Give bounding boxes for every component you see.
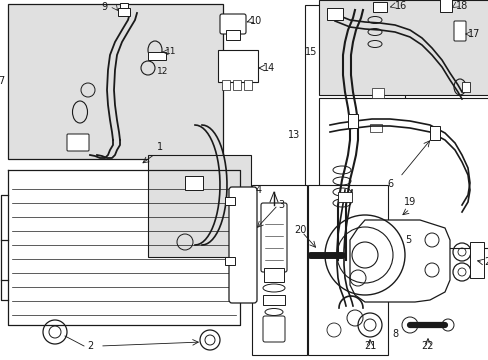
Text: 4: 4: [256, 185, 262, 195]
Text: 15: 15: [304, 47, 316, 57]
Bar: [232, 80, 241, 90]
Bar: [318, 0, 488, 95]
Bar: [439, 0, 451, 12]
Text: 14: 14: [263, 63, 275, 73]
FancyBboxPatch shape: [261, 203, 286, 272]
Bar: [8, 4, 223, 159]
Bar: [469, 242, 483, 278]
Bar: [263, 295, 285, 305]
Bar: [251, 185, 306, 355]
Bar: [326, 8, 342, 20]
FancyBboxPatch shape: [67, 134, 89, 151]
Text: 13: 13: [287, 130, 299, 140]
Text: 1: 1: [157, 142, 163, 152]
Text: 16: 16: [394, 1, 407, 11]
Bar: [118, 8, 130, 16]
Text: 7: 7: [0, 77, 4, 86]
Bar: [148, 52, 165, 60]
FancyBboxPatch shape: [228, 187, 257, 303]
Bar: [120, 3, 128, 8]
Text: 9: 9: [101, 2, 107, 12]
Polygon shape: [349, 220, 449, 302]
FancyBboxPatch shape: [263, 316, 285, 342]
Text: 3: 3: [278, 200, 284, 210]
Bar: [244, 80, 251, 90]
Bar: [225, 30, 240, 40]
Bar: [347, 114, 357, 128]
Bar: [224, 197, 235, 205]
FancyBboxPatch shape: [453, 21, 465, 41]
Text: 23: 23: [483, 257, 488, 267]
Bar: [305, 5, 404, 270]
Text: 10: 10: [249, 16, 262, 26]
Text: 18: 18: [455, 1, 468, 11]
Bar: [429, 126, 439, 140]
Text: 11: 11: [164, 48, 176, 57]
Bar: [184, 176, 203, 190]
Text: 19: 19: [403, 197, 415, 207]
Bar: [318, 98, 488, 248]
Bar: [371, 88, 383, 98]
Bar: [307, 185, 387, 355]
Bar: [148, 155, 250, 257]
Text: 5: 5: [404, 235, 410, 245]
Text: 12: 12: [157, 67, 168, 76]
Text: 22: 22: [421, 341, 433, 351]
Text: 21: 21: [363, 341, 375, 351]
FancyBboxPatch shape: [220, 14, 245, 34]
Text: 2: 2: [87, 341, 93, 351]
Bar: [264, 268, 284, 282]
Text: 20: 20: [293, 225, 305, 235]
Bar: [218, 50, 258, 82]
Bar: [337, 192, 351, 202]
Text: 8: 8: [391, 329, 397, 339]
Bar: [222, 80, 229, 90]
Bar: [224, 257, 235, 265]
Bar: [372, 2, 386, 12]
Bar: [369, 124, 381, 132]
Bar: [461, 82, 469, 92]
Text: 17: 17: [467, 29, 479, 39]
Text: 6: 6: [386, 179, 392, 189]
